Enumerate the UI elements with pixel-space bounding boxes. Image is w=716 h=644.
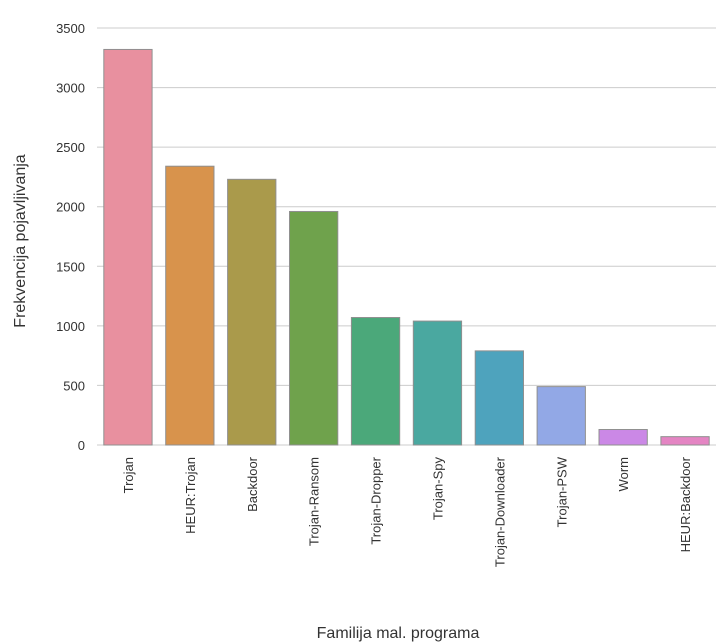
x-tick-label: Worm [616,457,631,491]
y-tick-label: 1500 [56,259,85,274]
y-tick-label: 2000 [56,200,85,215]
bar-trojan-dropper [350,317,401,446]
x-tick-label: Trojan [121,457,136,493]
x-tick-label: Trojan-Dropper [369,456,384,544]
x-tick-label: Trojan-Downloader [492,456,507,567]
y-tick-label: 3000 [56,81,85,96]
bar-trojan-ransom [289,210,339,446]
x-tick-label: HEUR:Trojan [183,457,198,534]
bars [103,48,710,446]
bar-trojan-psw [536,386,586,446]
y-tick-label: 1000 [56,319,85,334]
bar-heur-trojan [165,165,215,446]
bar-heur-backdoor [660,436,710,446]
bar-backdoor [227,178,277,446]
y-tick-label: 3500 [56,21,85,36]
y-tick-label: 500 [63,378,85,393]
bar-trojan [103,48,153,446]
x-tick-label: HEUR:Backdoor [678,456,693,552]
y-tick-label: 0 [78,438,85,453]
bar-worm [598,429,648,446]
bar-trojan-spy [412,320,463,446]
x-tick-label: Backdoor [245,456,260,512]
x-tick-label: Trojan-PSW [554,456,569,527]
x-tick-labels: Trojan HEUR:Trojan Backdoor Trojan-Ransom Tr… [121,456,693,567]
y-axis-label: Frekvencija pojavljivanja [12,154,29,328]
y-tick-labels: 0 500 1000 1500 2000 2500 3000 3500 [56,21,85,453]
x-tick-label: Trojan-Spy [430,457,445,521]
y-tick-label: 2500 [56,140,85,155]
bar-trojan-downloader [474,350,524,446]
x-tick-label: Trojan-Ransom [307,457,322,546]
x-axis-label: Familija mal. programa [317,625,480,642]
